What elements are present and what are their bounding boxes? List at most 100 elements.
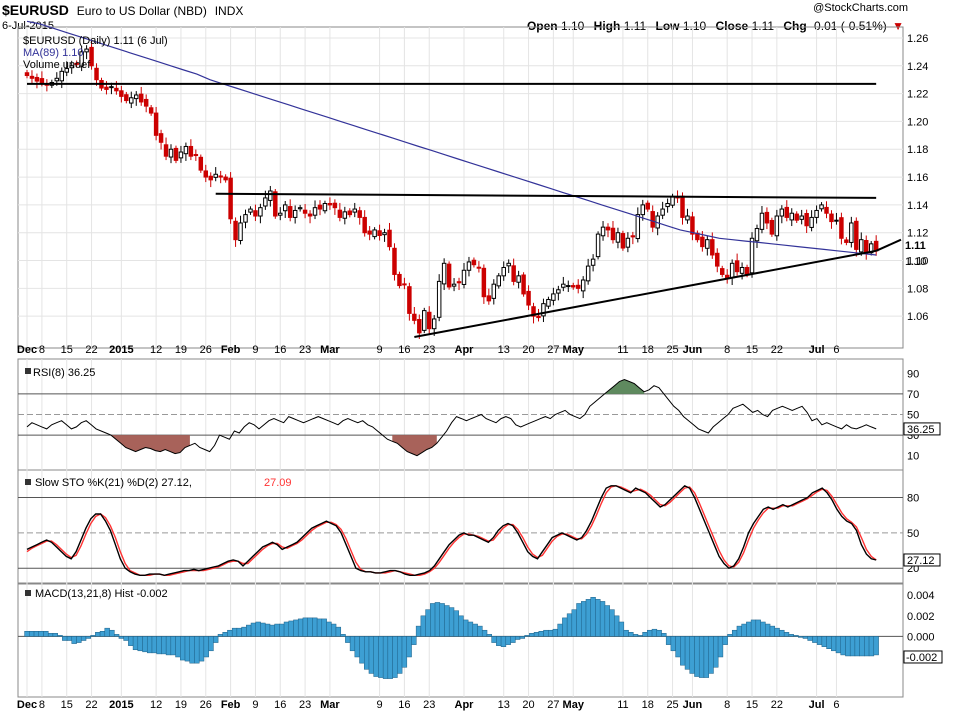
candle	[282, 204, 288, 212]
macd-hist-bar	[642, 632, 648, 637]
candle	[625, 237, 631, 248]
macd-hist-bar	[783, 632, 790, 637]
candle	[541, 303, 546, 317]
macd-hist-bar	[142, 636, 148, 653]
candle	[521, 274, 526, 295]
candle	[774, 215, 780, 237]
macd-hist-bar	[175, 636, 181, 658]
y-tick-label: 1.18	[907, 144, 928, 156]
candle	[312, 207, 318, 216]
candle	[834, 219, 839, 222]
x-tick-label: 15	[746, 699, 758, 711]
x-tick-label: Dec	[17, 699, 37, 711]
x-tick-label: Apr	[455, 699, 475, 711]
open-value: 1.10	[560, 19, 585, 33]
x-tick-label: Apr	[455, 344, 475, 356]
macd-hist-bar	[444, 605, 450, 637]
macd-hist-bar	[411, 636, 417, 645]
macd-hist-bar	[354, 636, 360, 658]
candle	[739, 266, 745, 274]
macd-hist-bar	[873, 636, 879, 656]
x-tick-label: Dec	[17, 344, 37, 356]
macd-hist-bar	[864, 636, 870, 657]
macd-hist-bar	[99, 631, 106, 637]
candle	[193, 154, 199, 157]
candle	[273, 191, 278, 217]
candle	[585, 265, 591, 282]
macd-hist-bar	[29, 631, 35, 637]
macd-hist-bar	[222, 632, 228, 637]
macd-hist-bar	[632, 634, 639, 637]
candle	[203, 170, 209, 178]
candle	[292, 209, 298, 218]
macd-hist-bar	[104, 627, 110, 637]
macd-hist-bar	[170, 636, 176, 656]
macd-hist-bar	[656, 629, 662, 637]
macd-hist-bar	[585, 599, 592, 637]
macd-hist-bar	[246, 624, 252, 637]
candle	[844, 239, 849, 243]
candle	[734, 260, 740, 273]
macd-hist-bar	[430, 603, 436, 637]
candle	[143, 98, 149, 107]
macd-hist-bar	[628, 632, 634, 637]
y-tick-label: 1.12	[907, 228, 928, 240]
candle	[868, 243, 874, 254]
macd-hist-bar	[128, 636, 134, 646]
macd-hist-bar	[156, 636, 162, 655]
macd-hist-bar	[62, 636, 68, 641]
macd-hist-bar	[665, 636, 672, 645]
macd-hist-bar	[812, 636, 818, 643]
macd-hist-bar	[807, 636, 813, 641]
candle	[824, 206, 829, 214]
macd-hist-bar	[647, 629, 653, 637]
macd-hist-bar	[189, 636, 195, 664]
candle	[615, 232, 621, 243]
candle	[719, 268, 725, 275]
macd-hist-bar	[670, 636, 676, 652]
macd-hist-bar	[703, 636, 710, 678]
macd-hist-bar	[736, 625, 743, 637]
candle	[397, 273, 402, 287]
candle	[486, 295, 492, 302]
x-tick-label: 8	[724, 699, 730, 711]
x-tick-label: 9	[252, 699, 258, 711]
macd-hist-bar	[297, 618, 304, 637]
macd-hist-bar	[599, 601, 606, 637]
macd-hist-bar	[151, 636, 158, 654]
x-tick-label: Jun	[683, 344, 703, 356]
macd-hist-bar	[793, 635, 799, 637]
candle	[24, 72, 30, 77]
macd-hist-bar	[330, 623, 337, 637]
y-tick-label: 1.10	[907, 256, 928, 268]
candle	[392, 247, 397, 275]
sto-last-box	[903, 553, 941, 567]
x-tick-label: 27	[547, 699, 559, 711]
candle	[491, 283, 497, 299]
open-label: Open	[526, 19, 558, 33]
sto-legend-d: 27.09	[264, 477, 292, 489]
macd-hist-bar	[279, 623, 285, 637]
x-tick-label: 16	[274, 699, 286, 711]
y-tick-label: 0.002	[907, 611, 935, 623]
macd-hist-bar	[760, 621, 766, 637]
candle	[317, 204, 323, 210]
candle	[268, 190, 273, 201]
y-tick-label: 1.26	[907, 33, 928, 45]
candle	[342, 211, 348, 219]
panel-frame-price	[17, 26, 904, 349]
macd-hist-bar	[85, 636, 91, 639]
candle	[764, 211, 770, 224]
x-tick-label: Jul	[809, 699, 825, 711]
candle	[362, 216, 367, 234]
x-tick-label: 2015	[109, 344, 133, 356]
macd-hist-bar	[382, 636, 389, 679]
y-tick-label: 1.20	[907, 116, 928, 128]
candle	[248, 208, 253, 213]
candle	[749, 237, 755, 274]
candle	[854, 220, 859, 250]
candle	[372, 229, 377, 238]
macd-hist-bar	[24, 631, 30, 637]
candle	[859, 239, 864, 253]
macd-hist-bar	[581, 601, 587, 637]
